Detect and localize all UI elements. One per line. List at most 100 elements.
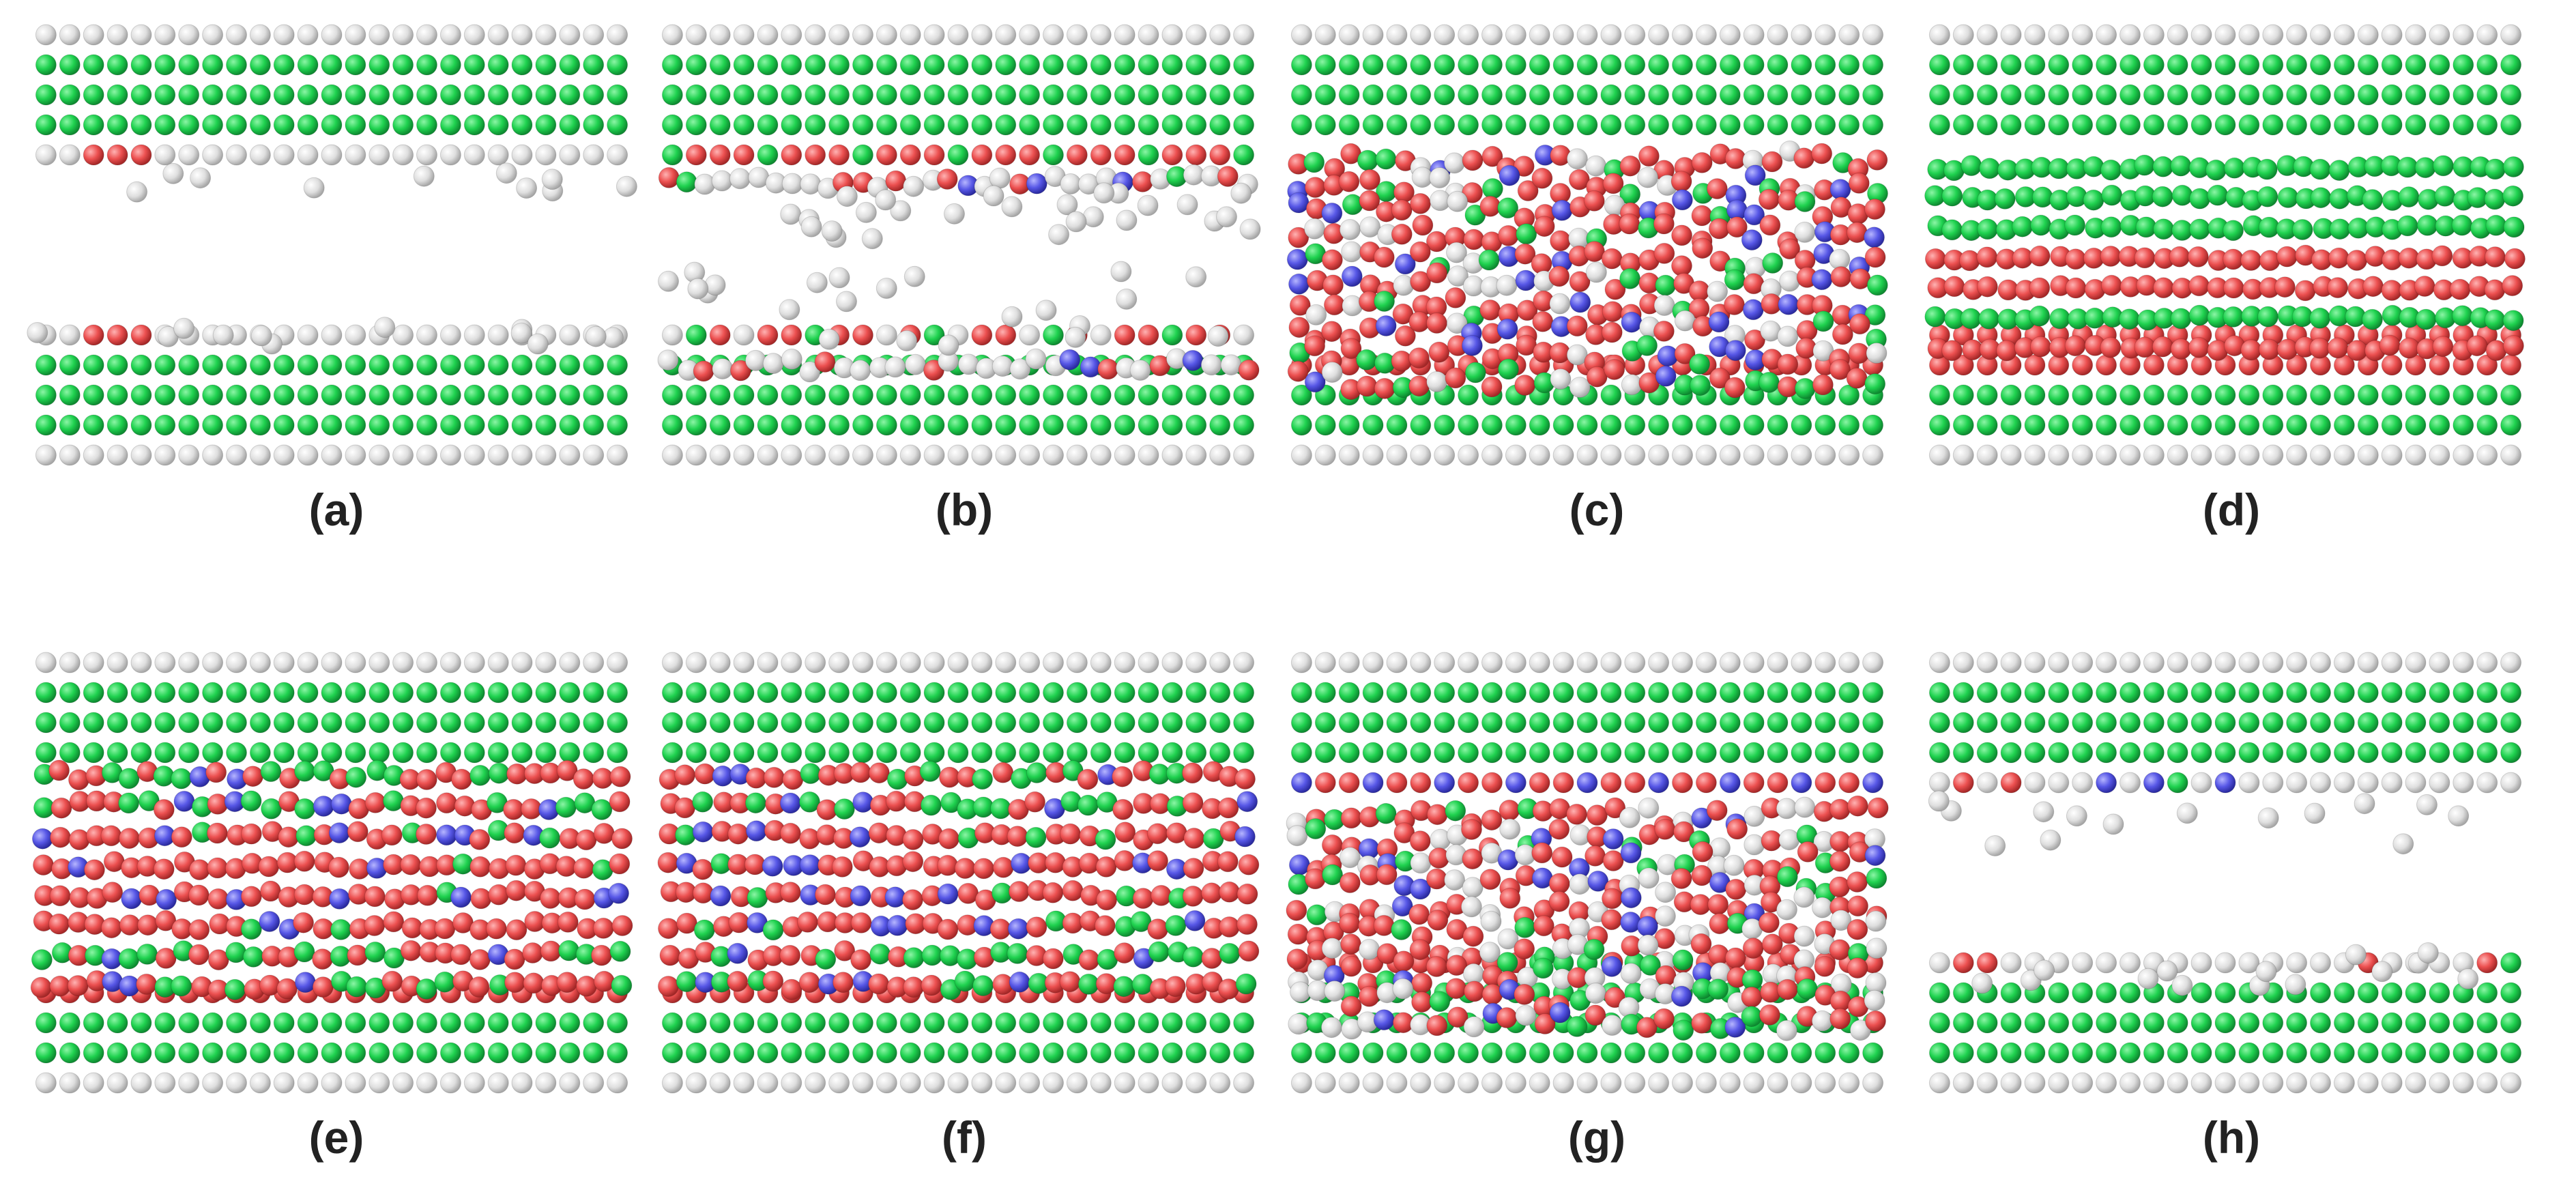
green-atom xyxy=(294,798,316,819)
green-atom xyxy=(59,712,81,734)
red-atom xyxy=(1183,828,1205,849)
red-atom xyxy=(83,144,104,166)
green-atom xyxy=(2310,1042,2331,1064)
white-atom xyxy=(1443,152,1465,174)
green-atom xyxy=(1672,54,1693,76)
green-atom xyxy=(130,114,152,136)
red-atom xyxy=(2346,340,2368,362)
green-atom xyxy=(1209,682,1231,703)
white-atom xyxy=(1447,190,1468,212)
green-atom xyxy=(2262,114,2284,136)
red-atom xyxy=(923,144,945,166)
green-atom xyxy=(2333,1042,2355,1064)
green-atom xyxy=(249,84,271,106)
green-atom xyxy=(35,354,57,376)
green-atom xyxy=(2357,414,2379,436)
green-atom xyxy=(463,682,485,703)
green-atom xyxy=(154,1012,176,1034)
white-atom xyxy=(1392,978,1414,1000)
green-atom xyxy=(1138,742,1159,764)
green-atom xyxy=(1386,1042,1408,1064)
red-atom xyxy=(2029,245,2051,267)
white-atom xyxy=(2476,24,2498,46)
green-atom xyxy=(249,712,271,734)
red-atom xyxy=(1600,772,1622,794)
red-atom xyxy=(1066,144,1088,166)
green-atom xyxy=(261,798,283,819)
green-atom xyxy=(2277,187,2299,208)
green-atom xyxy=(2262,414,2284,436)
blue-atom xyxy=(1620,887,1642,909)
white-atom xyxy=(971,444,993,466)
green-atom xyxy=(2262,1042,2284,1064)
green-atom xyxy=(2000,1042,2022,1064)
white-atom xyxy=(852,652,873,673)
green-atom xyxy=(709,712,731,734)
green-atom xyxy=(118,948,140,970)
red-atom xyxy=(954,858,976,880)
white-atom xyxy=(273,24,295,46)
green-atom xyxy=(2381,1012,2403,1034)
green-atom xyxy=(1391,919,1413,940)
red-atom xyxy=(728,912,750,933)
blue-atom xyxy=(1505,772,1526,794)
red-atom xyxy=(1514,243,1536,265)
red-atom xyxy=(834,940,856,961)
green-atom xyxy=(947,54,969,76)
white-atom xyxy=(2096,652,2117,673)
green-atom xyxy=(2048,114,2070,136)
green-atom xyxy=(1794,191,1816,212)
red-atom xyxy=(1150,884,1172,906)
red-atom xyxy=(609,791,631,813)
red-atom xyxy=(2223,277,2244,299)
white-atom xyxy=(1529,1072,1550,1094)
green-atom xyxy=(1814,414,1836,436)
red-atom xyxy=(1426,868,1447,890)
green-atom xyxy=(2262,712,2284,734)
green-atom xyxy=(1814,712,1836,734)
green-atom xyxy=(154,54,176,76)
green-atom xyxy=(1695,1042,1717,1064)
white-atom xyxy=(511,1072,533,1094)
green-atom xyxy=(392,54,414,76)
green-atom xyxy=(1019,742,1041,764)
white-atom xyxy=(995,1072,1017,1094)
green-atom xyxy=(869,943,891,965)
green-atom xyxy=(2134,154,2156,176)
red-atom xyxy=(763,766,785,788)
white-atom xyxy=(1600,444,1622,466)
white-atom xyxy=(2119,1072,2141,1094)
green-atom xyxy=(171,768,192,789)
red-atom xyxy=(1185,144,1207,166)
white-atom xyxy=(1865,972,1887,993)
white-atom xyxy=(1339,847,1361,869)
red-atom xyxy=(852,324,873,346)
green-atom xyxy=(1374,291,1395,312)
red-atom xyxy=(1601,909,1623,931)
red-atom xyxy=(779,882,801,903)
red-atom xyxy=(1548,265,1570,287)
green-atom xyxy=(368,84,390,106)
green-atom xyxy=(1362,414,1384,436)
green-atom xyxy=(35,84,57,106)
red-atom xyxy=(2414,276,2435,297)
green-atom xyxy=(583,384,605,406)
green-atom xyxy=(178,682,200,703)
white-atom xyxy=(368,24,390,46)
green-atom xyxy=(2429,114,2450,136)
white-atom xyxy=(1776,899,1797,920)
red-atom xyxy=(1691,151,1713,173)
green-atom xyxy=(392,354,414,376)
white-atom xyxy=(2357,652,2379,673)
white-atom xyxy=(1812,897,1833,918)
white-atom xyxy=(1814,652,1836,673)
green-atom xyxy=(1838,682,1860,703)
green-atom xyxy=(1066,1042,1088,1064)
green-atom xyxy=(2452,54,2474,76)
red-atom xyxy=(1533,216,1555,237)
green-atom xyxy=(249,354,271,376)
blue-atom xyxy=(31,828,53,850)
white-atom xyxy=(2286,444,2308,466)
blue-atom xyxy=(1551,199,1573,221)
white-atom xyxy=(487,324,509,346)
